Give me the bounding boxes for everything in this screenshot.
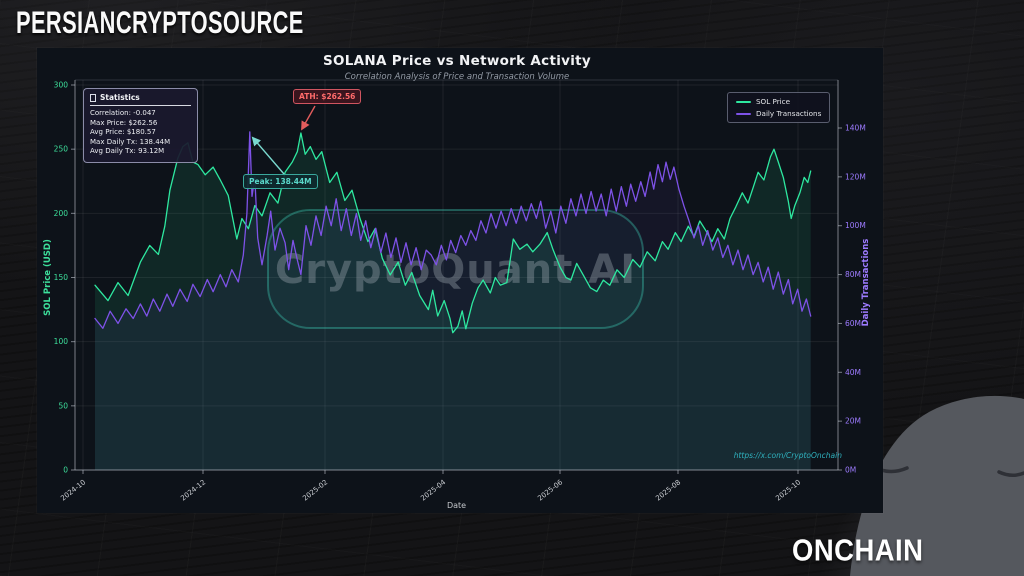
x-tick-label: 2024-12 (179, 478, 207, 502)
y-right-tick-label: 0M (845, 466, 856, 475)
stats-title: Statistics (100, 93, 140, 102)
sol-price-line (94, 132, 812, 334)
source-link: https://x.com/CryptoOnchain (733, 451, 842, 460)
brand-bottom-right: ONCHAIN (792, 533, 924, 568)
x-tick-label: 2025-06 (536, 478, 564, 503)
x-tick-label: 2025-08 (654, 478, 682, 502)
chart-panel: SOLANA Price vs Network Activity Correla… (37, 48, 883, 513)
x-axis-label: Date (447, 501, 466, 510)
stats-row-avg-daily-tx: Avg Daily Tx: 93.12M (90, 147, 165, 156)
y-right-tick-label: 140M (845, 123, 866, 132)
daily-transactions-line (94, 131, 812, 329)
stats-divider (90, 105, 191, 106)
y-left-axis-label: SOL Price (USD) (43, 239, 53, 316)
plot-area: CryptoQuant AI 300 250 200 150 100 50 0 140M 120M… (43, 79, 871, 510)
daily-transactions-area (95, 131, 811, 470)
stats-header: Statistics (90, 93, 191, 102)
y-left-tick-label: 250 (54, 145, 69, 154)
y-right-tick-label: 120M (845, 172, 866, 181)
legend-swatch-daily-transactions (736, 112, 751, 115)
chart-title: SOLANA Price vs Network Activity (322, 53, 592, 69)
legend-label-daily-transactions: Daily Transactions (756, 109, 822, 118)
ath-arrow (301, 105, 316, 131)
y-right-tick-label: 20M (845, 417, 861, 426)
legend: SOL Price Daily Transactions (727, 92, 831, 123)
x-tick-label: 2025-10 (774, 478, 802, 502)
annotation-arrows (251, 105, 316, 175)
series-fills (95, 131, 811, 470)
y-left-tick-label: 50 (58, 401, 68, 410)
stats-row-correlation: Correlation: -0.047 (90, 109, 156, 117)
x-tick-label: 2024-10 (59, 478, 87, 502)
legend-item-daily-transactions: Daily Transactions (736, 109, 821, 118)
chart-subtitle: Correlation Analysis of Price and Transa… (344, 72, 570, 82)
y-right-tick-label: 80M (845, 270, 861, 279)
x-tick-label: 2025-02 (301, 478, 329, 502)
y-left-tick-label: 300 (54, 81, 69, 90)
stats-chart-icon (90, 93, 96, 102)
watermark: CryptoQuant AI (267, 209, 644, 329)
sol-price-area (95, 133, 811, 470)
ghost-body (850, 395, 1024, 576)
series-lines (94, 131, 812, 334)
annotation-peak: Peak: 138.44M (243, 174, 318, 189)
y-left-tick-label: 150 (54, 273, 69, 282)
legend-label-sol-price: SOL Price (756, 97, 791, 106)
x-tick-label: 2025-04 (419, 478, 447, 503)
watermark-text: CryptoQuant AI (275, 247, 636, 293)
y-left-tick-label: 100 (54, 337, 69, 346)
y-left-tick-label: 200 (54, 209, 69, 218)
stats-panel: Statistics Correlation: -0.047 Max Price… (83, 88, 198, 163)
y-right-tick-label: 100M (845, 221, 866, 230)
y-right-tick-label: 60M (845, 319, 861, 328)
y-left-tick-label: 0 (63, 466, 68, 475)
y-right-axis-label: Daily Transactions (861, 239, 871, 327)
stats-row-max-price: Max Price: $262.56 (90, 118, 158, 127)
y-right-tick-label: 40M (845, 368, 861, 377)
annotation-ath: ATH: $262.56 (293, 89, 362, 104)
peak-arrow (251, 136, 285, 175)
legend-swatch-sol-price (736, 100, 751, 103)
stats-row-avg-price: Avg Price: $180.57 (90, 128, 156, 137)
stats-row-max-daily-tx: Max Daily Tx: 138.44M (90, 137, 171, 146)
ghost-eye-right (997, 470, 1024, 477)
legend-item-sol-price: SOL Price (736, 97, 821, 106)
brand-top-left: PERSIANCRYPTOSOURCE (16, 5, 304, 40)
